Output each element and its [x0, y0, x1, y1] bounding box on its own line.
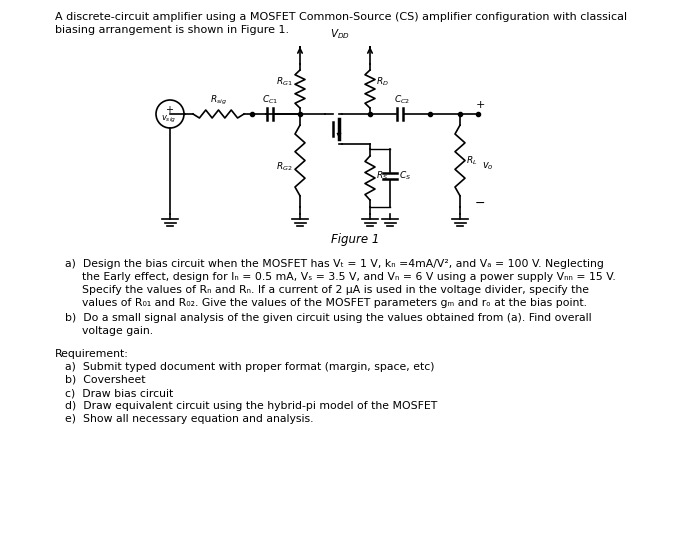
Text: values of R₀₁ and R₀₂. Give the values of the MOSFET parameters gₘ and rₒ at the: values of R₀₁ and R₀₂. Give the values o…	[82, 298, 587, 308]
Text: d)  Draw equivalent circuit using the hybrid-pi model of the MOSFET: d) Draw equivalent circuit using the hyb…	[65, 401, 438, 411]
Text: +: +	[475, 100, 484, 110]
Text: A discrete-circuit amplifier using a MOSFET Common-Source (CS) amplifier configu: A discrete-circuit amplifier using a MOS…	[55, 12, 627, 22]
Text: $C_S$: $C_S$	[399, 169, 411, 182]
Text: +: +	[165, 105, 173, 115]
Text: $R_{G2}$: $R_{G2}$	[276, 160, 293, 173]
Text: b)  Do a small signal analysis of the given circuit using the values obtained fr: b) Do a small signal analysis of the giv…	[65, 313, 592, 323]
Text: $R_S$: $R_S$	[376, 169, 388, 182]
Text: e)  Show all necessary equation and analysis.: e) Show all necessary equation and analy…	[65, 414, 314, 424]
Text: biasing arrangement is shown in Figure 1.: biasing arrangement is shown in Figure 1…	[55, 25, 289, 35]
Text: $C_{C2}$: $C_{C2}$	[394, 93, 410, 106]
Text: $R_{sig}$: $R_{sig}$	[210, 94, 227, 107]
Text: Specify the values of Rₙ and Rₙ. If a current of 2 μA is used in the voltage div: Specify the values of Rₙ and Rₙ. If a cu…	[82, 285, 589, 295]
Text: Figure 1: Figure 1	[331, 233, 379, 246]
Text: $v_{sig}$: $v_{sig}$	[162, 114, 176, 125]
Text: −: −	[475, 197, 485, 210]
Text: $R_{G1}$: $R_{G1}$	[276, 75, 293, 88]
Text: voltage gain.: voltage gain.	[82, 326, 153, 336]
Text: $V_{DD}$: $V_{DD}$	[330, 27, 350, 41]
Text: c)  Draw bias circuit: c) Draw bias circuit	[65, 388, 174, 398]
Text: $R_D$: $R_D$	[376, 75, 389, 88]
Text: Requirement:: Requirement:	[55, 349, 129, 359]
Text: $R_L$: $R_L$	[466, 154, 477, 167]
Text: a)  Submit typed document with proper format (margin, space, etc): a) Submit typed document with proper for…	[65, 362, 435, 372]
Text: $C_{C1}$: $C_{C1}$	[262, 93, 278, 106]
Text: the Early effect, design for Iₙ = 0.5 mA, Vₛ = 3.5 V, and Vₙ = 6 V using a power: the Early effect, design for Iₙ = 0.5 mA…	[82, 272, 616, 282]
Text: b)  Coversheet: b) Coversheet	[65, 375, 146, 385]
Text: a)  Design the bias circuit when the MOSFET has Vₜ = 1 V, kₙ =4mA/V², and Vₐ = 1: a) Design the bias circuit when the MOSF…	[65, 259, 604, 269]
Text: $v_o$: $v_o$	[482, 161, 493, 172]
